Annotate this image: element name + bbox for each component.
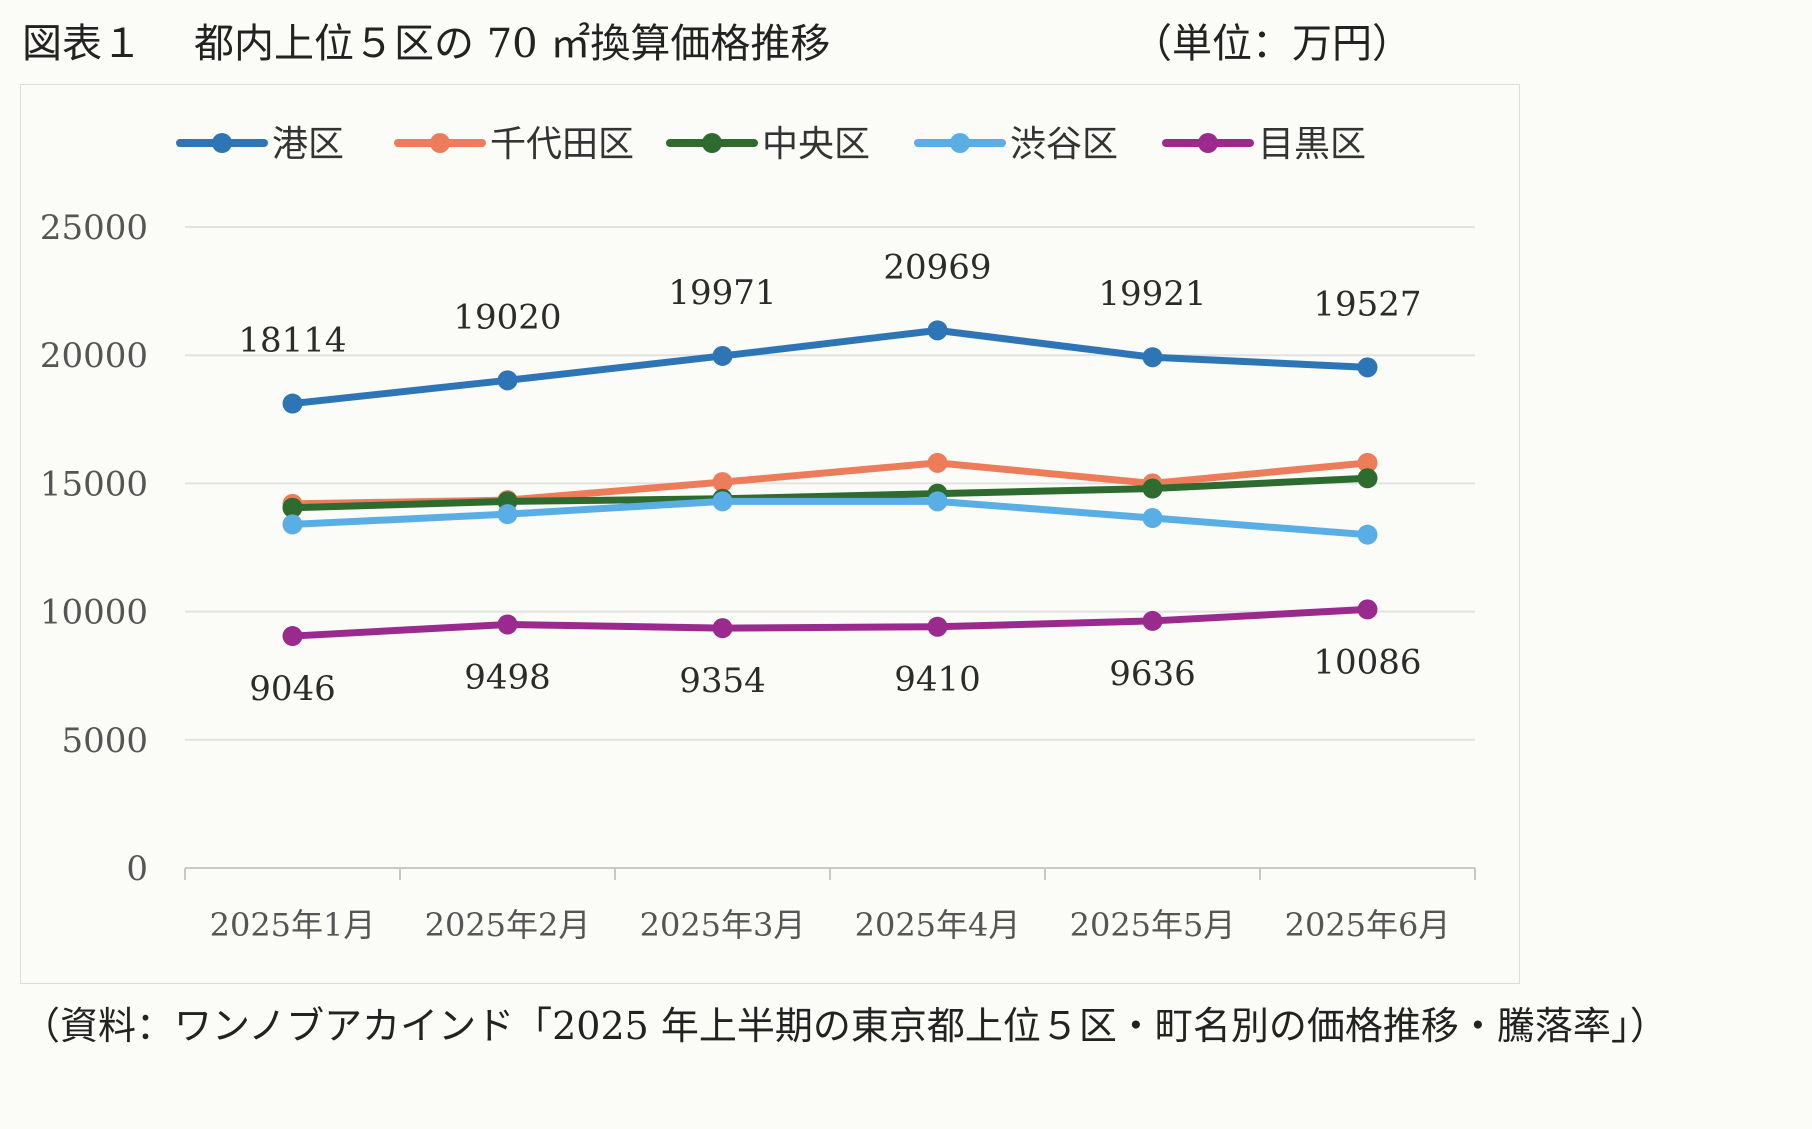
legend-marker	[430, 133, 450, 153]
source-note: （資料：ワンノブアカインド「2025 年上半期の東京都上位５区・町名別の価格推移…	[22, 1004, 1668, 1048]
data-label: 18114	[238, 321, 346, 361]
y-tick-label: 15000	[40, 464, 148, 504]
legend-label: 渋谷区	[1010, 124, 1118, 165]
legend-marker	[1198, 133, 1218, 153]
figure-header: 図表１ 都内上位５区の 70 ㎡換算価格推移 （単位：万円）	[22, 14, 1782, 74]
data-point	[1142, 610, 1163, 631]
data-point	[1357, 599, 1378, 620]
legend-marker	[212, 133, 232, 153]
series-line	[292, 605, 1368, 640]
data-point	[1357, 468, 1378, 489]
legend-label: 港区	[272, 124, 344, 165]
data-label: 19527	[1313, 284, 1421, 324]
legend-marker	[702, 133, 722, 153]
data-point	[1357, 357, 1378, 378]
y-tick-label: 5000	[61, 721, 148, 761]
figure-label: 図表１	[22, 21, 142, 67]
data-label: 19921	[1098, 274, 1206, 314]
x-tick-label: 2025年3月	[640, 906, 806, 944]
data-label: 10086	[1313, 642, 1421, 682]
data-label: 19020	[453, 297, 561, 337]
data-point	[1142, 347, 1163, 368]
series-line	[292, 497, 1368, 539]
x-tick-label: 2025年6月	[1285, 906, 1451, 944]
x-tick-label: 2025年5月	[1070, 906, 1236, 944]
data-point	[1357, 452, 1378, 473]
data-point	[927, 491, 948, 512]
data-label: 20969	[883, 247, 991, 287]
y-tick-label: 0	[126, 849, 148, 889]
data-point	[927, 320, 948, 341]
chart-title: 都内上位５区の 70 ㎡換算価格推移	[194, 21, 831, 67]
data-point	[282, 626, 303, 647]
data-point	[497, 370, 518, 391]
data-label: 9498	[464, 657, 551, 697]
data-point	[1142, 478, 1163, 499]
data-point	[712, 491, 733, 512]
data-label: 9354	[679, 661, 766, 701]
data-point	[282, 393, 303, 414]
series-line	[292, 326, 1368, 408]
legend-label: 目黒区	[1258, 124, 1366, 165]
data-point	[497, 614, 518, 635]
data-point	[282, 514, 303, 535]
series-line	[292, 474, 1368, 512]
data-point	[712, 618, 733, 639]
data-label: 19971	[668, 273, 776, 313]
chart-frame	[20, 84, 1520, 984]
data-label: 9046	[249, 669, 336, 709]
data-point	[1142, 508, 1163, 529]
data-point	[1357, 524, 1378, 545]
y-tick-label: 10000	[40, 593, 148, 633]
x-tick-label: 2025年1月	[210, 906, 376, 944]
data-point	[712, 345, 733, 366]
data-label: 9636	[1109, 654, 1196, 694]
x-tick-label: 2025年2月	[425, 906, 591, 944]
data-point	[712, 472, 733, 493]
data-label: 9410	[894, 660, 981, 700]
unit-label: （単位：万円）	[1132, 21, 1412, 67]
legend-label: 中央区	[762, 124, 870, 165]
y-tick-label: 25000	[40, 208, 148, 248]
data-point	[497, 504, 518, 525]
data-point	[282, 497, 303, 518]
y-tick-label: 20000	[40, 336, 148, 376]
x-tick-label: 2025年4月	[855, 906, 1021, 944]
data-point	[927, 616, 948, 637]
data-point	[927, 452, 948, 473]
legend-label: 千代田区	[490, 124, 634, 165]
legend-marker	[950, 133, 970, 153]
